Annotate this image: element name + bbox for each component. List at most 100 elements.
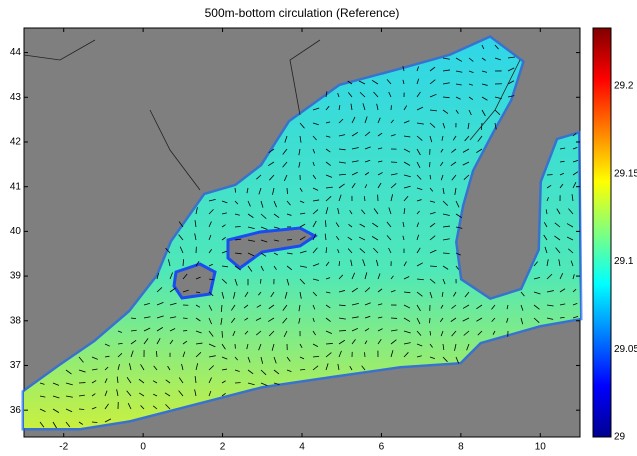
arrow [233, 291, 236, 299]
arrow [377, 147, 383, 150]
arrow [335, 235, 340, 241]
arrow [246, 187, 249, 194]
arrow [325, 304, 331, 309]
arrow [256, 330, 262, 336]
arrow [181, 363, 184, 371]
arrow [364, 328, 370, 332]
arrow [258, 291, 262, 296]
arrow [260, 213, 267, 219]
arrow [169, 316, 177, 319]
arrow [78, 369, 86, 373]
arrow [312, 107, 320, 111]
arrow [455, 109, 459, 114]
arrow [416, 262, 423, 267]
arrow [481, 57, 486, 61]
arrow [403, 161, 411, 166]
arrow [221, 212, 227, 215]
arrow [492, 330, 496, 335]
arrow [338, 148, 346, 151]
arrow [467, 122, 470, 130]
arrow [377, 328, 383, 332]
arrow [546, 184, 552, 189]
y-tick-label: 40 [10, 226, 22, 237]
arrow [462, 148, 470, 153]
arrow [208, 291, 214, 297]
arrow [104, 343, 110, 347]
arrow [559, 303, 566, 306]
arrow [377, 303, 383, 306]
arrow [442, 356, 448, 363]
arrow [543, 234, 548, 241]
arrow [572, 159, 579, 163]
arrow [247, 382, 255, 386]
arrow [351, 183, 356, 189]
arrow [208, 249, 213, 254]
arrow [429, 174, 432, 180]
arrow [403, 105, 408, 111]
arrow [282, 148, 288, 155]
arrow [273, 356, 277, 364]
arrow [286, 356, 291, 362]
arrow [299, 343, 303, 348]
arrow [165, 404, 171, 410]
arrow [481, 109, 486, 117]
arrow [338, 118, 344, 124]
arrow [39, 421, 45, 428]
arrow [402, 235, 405, 241]
arrow [451, 174, 457, 181]
arrow [364, 302, 371, 306]
arrow [182, 317, 188, 319]
arrow [312, 247, 318, 254]
arrow [194, 376, 197, 384]
arrow [403, 261, 407, 267]
arrow [243, 304, 249, 309]
arrow [455, 70, 463, 73]
arrow [351, 302, 359, 306]
arrow [312, 187, 319, 191]
arrow [256, 304, 262, 308]
arrow [312, 355, 320, 358]
arrow [572, 288, 577, 293]
arrow [169, 287, 176, 293]
arrow [256, 174, 262, 180]
arrow [429, 211, 436, 215]
arrow [130, 329, 137, 332]
arrow [165, 247, 171, 254]
arrow [78, 356, 84, 363]
arrow [284, 135, 288, 143]
arrow [476, 317, 483, 322]
arrow [390, 134, 396, 137]
arrow [559, 160, 565, 163]
arrow [208, 390, 212, 397]
arrow [403, 291, 411, 294]
arrow [312, 199, 320, 202]
arrow [338, 183, 345, 189]
arrow [208, 355, 216, 358]
arrow [65, 408, 73, 413]
arrow [299, 250, 307, 254]
arrow [416, 66, 419, 72]
arrow [104, 366, 109, 371]
arrow [377, 273, 381, 280]
arrow [234, 356, 238, 361]
arrow [325, 121, 331, 124]
arrow [337, 249, 340, 254]
arrow [361, 209, 366, 215]
arrow [130, 350, 134, 358]
arrow [286, 369, 292, 373]
arrow [299, 265, 307, 268]
arrow [182, 340, 188, 345]
arrow [140, 364, 145, 371]
arrow [104, 355, 110, 358]
arrow [358, 80, 366, 85]
arrow [325, 91, 328, 98]
arrow [208, 198, 216, 202]
arrow [572, 147, 578, 150]
arrow [140, 405, 145, 410]
arrow [402, 79, 405, 85]
arrow [440, 148, 444, 153]
arrow [442, 57, 450, 60]
arrow [247, 200, 251, 207]
colorbar-tick-label: 29.05 [614, 344, 637, 355]
arrow [416, 148, 421, 156]
